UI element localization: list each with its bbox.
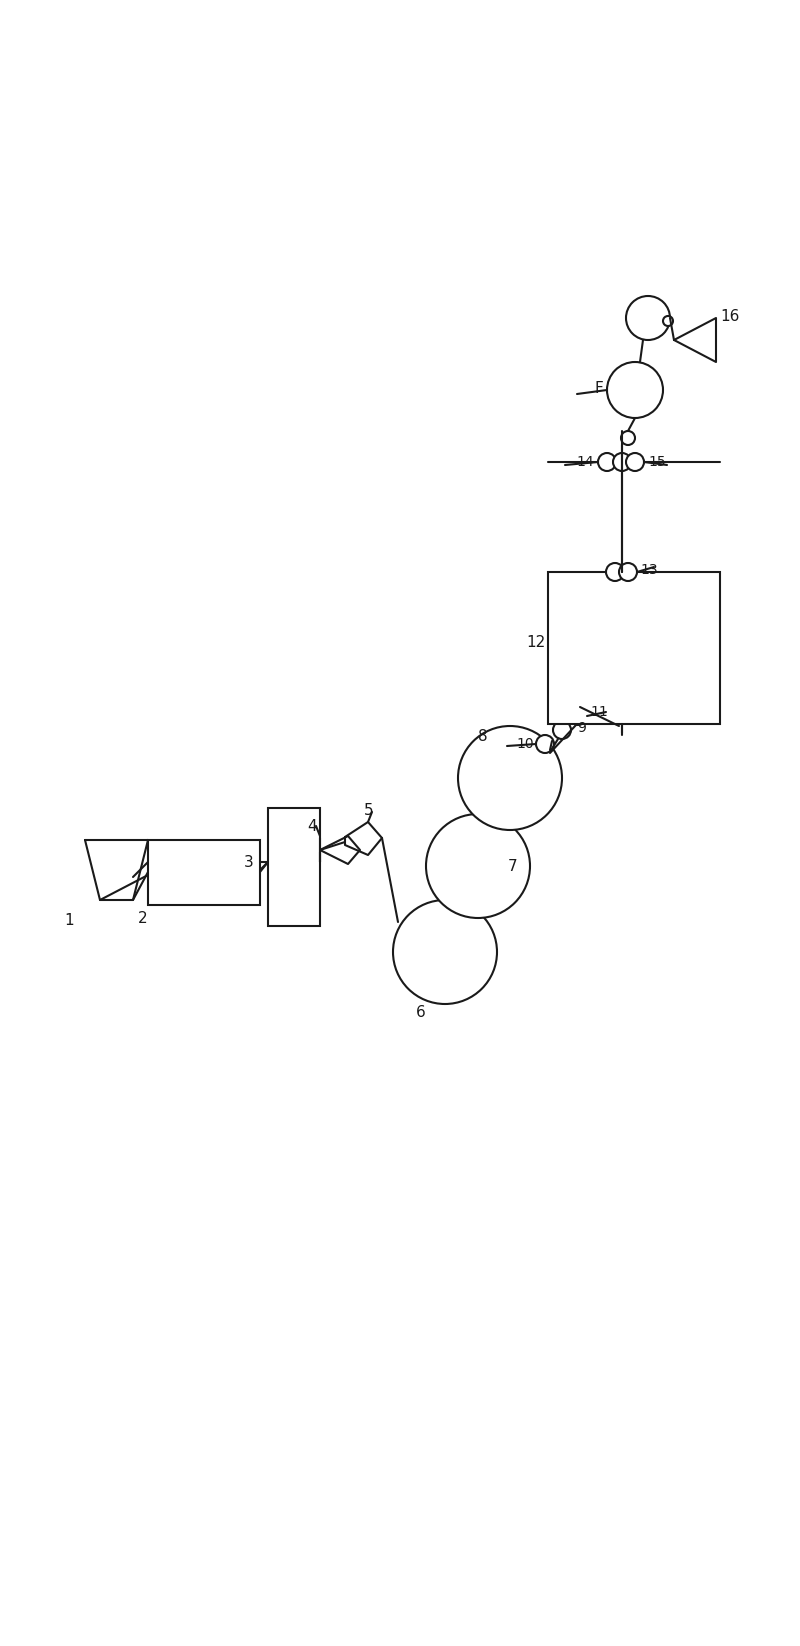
Text: 9: 9 bbox=[577, 721, 586, 736]
Circle shape bbox=[663, 316, 673, 326]
Circle shape bbox=[626, 296, 670, 341]
Circle shape bbox=[621, 431, 635, 444]
Text: 15: 15 bbox=[648, 454, 666, 469]
Circle shape bbox=[606, 563, 624, 581]
Circle shape bbox=[626, 453, 644, 471]
Bar bbox=[148, 839, 260, 905]
Circle shape bbox=[426, 815, 530, 918]
Circle shape bbox=[607, 362, 663, 418]
Text: 5: 5 bbox=[364, 803, 374, 818]
Text: 10: 10 bbox=[516, 737, 534, 751]
Text: 12: 12 bbox=[526, 634, 546, 650]
Text: 3: 3 bbox=[244, 854, 254, 869]
Bar bbox=[268, 808, 320, 927]
Text: 7: 7 bbox=[508, 859, 518, 874]
Text: 4: 4 bbox=[307, 818, 317, 833]
Text: 1: 1 bbox=[64, 912, 74, 927]
Circle shape bbox=[569, 708, 587, 724]
Circle shape bbox=[458, 726, 562, 830]
Text: F: F bbox=[594, 380, 602, 395]
Circle shape bbox=[613, 453, 631, 471]
Text: 2: 2 bbox=[138, 910, 148, 925]
Text: 16: 16 bbox=[720, 308, 739, 324]
Circle shape bbox=[393, 900, 497, 1004]
Circle shape bbox=[536, 736, 554, 752]
Bar bbox=[548, 573, 720, 724]
Text: 11: 11 bbox=[590, 704, 608, 719]
Text: 6: 6 bbox=[416, 1004, 426, 1019]
Circle shape bbox=[619, 563, 637, 581]
Text: 13: 13 bbox=[640, 563, 658, 578]
Circle shape bbox=[553, 721, 571, 739]
Text: 8: 8 bbox=[478, 729, 488, 744]
Circle shape bbox=[598, 453, 616, 471]
Text: 14: 14 bbox=[576, 454, 594, 469]
